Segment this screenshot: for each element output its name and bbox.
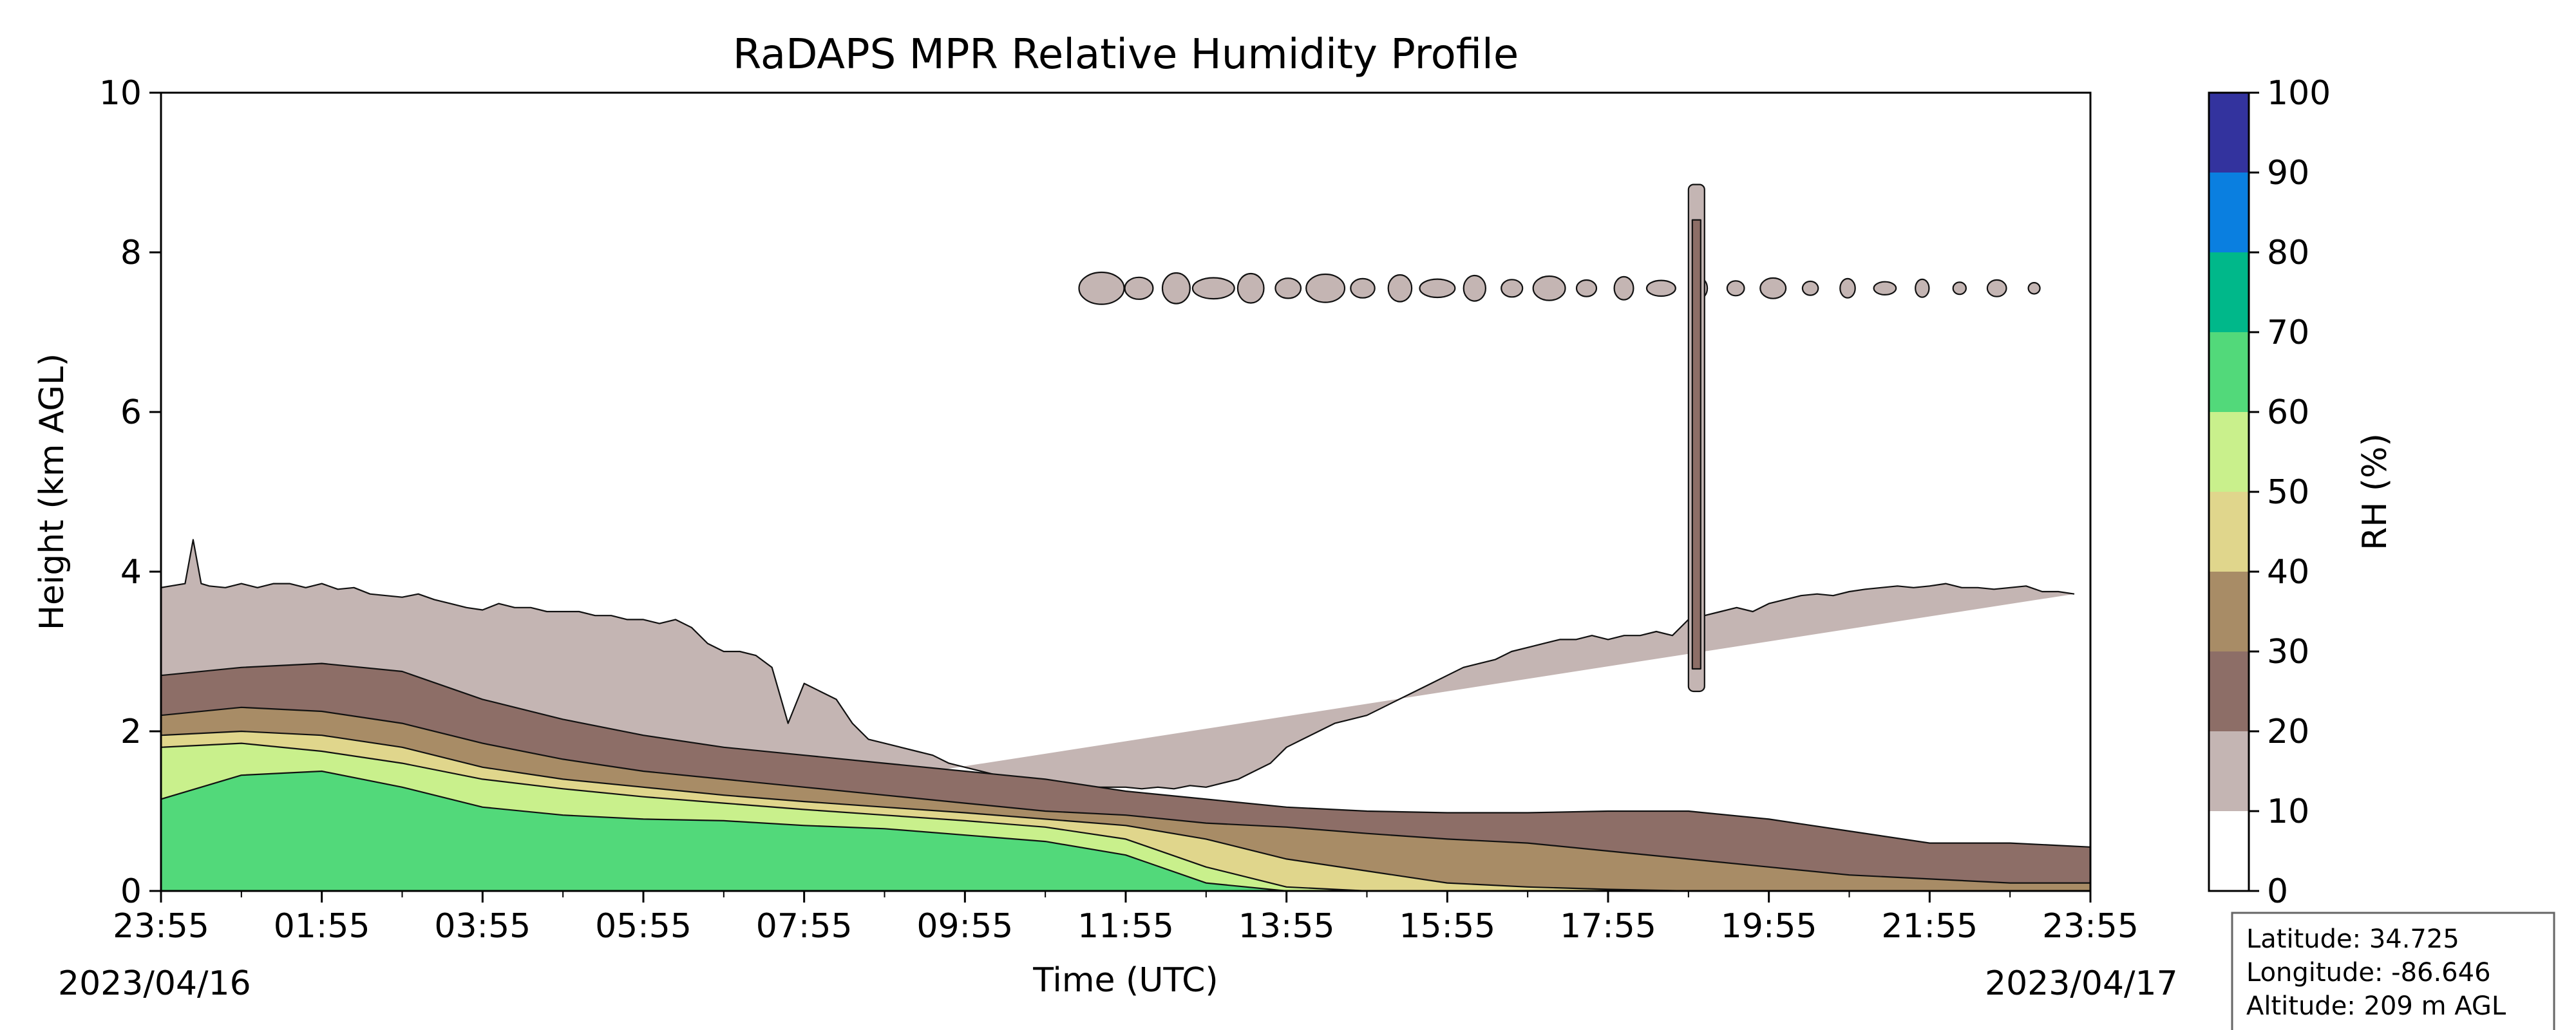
cloud-blob (1161, 272, 1191, 304)
cloud-blob (1191, 277, 1235, 300)
cloud-blob (1986, 279, 2007, 297)
x-tick-label: 19:55 (1721, 907, 1817, 946)
colorbar-tick-label: 50 (2267, 473, 2309, 512)
colorbar-segment (2209, 412, 2249, 492)
colorbar-tick-label: 100 (2267, 74, 2331, 113)
x-tick-label: 03:55 (434, 907, 531, 946)
y-tick-label: 4 (120, 553, 142, 592)
cloud-blob (2027, 281, 2041, 295)
cloud-blob (1726, 280, 1745, 297)
station-info-box: Latitude: 34.725 Longitude: -86.646 Alti… (2231, 912, 2555, 1030)
station-altitude: Altitude: 209 m AGL (2246, 991, 2506, 1021)
start-date-label: 2023/04/16 (58, 964, 251, 1003)
y-axis-title: Height (km AGL) (33, 353, 71, 630)
y-tick-label: 6 (120, 393, 142, 432)
y-tick-label: 2 (120, 713, 142, 751)
cloud-blob (1873, 281, 1897, 295)
colorbar-segment (2209, 173, 2249, 252)
cloud-blob (1915, 278, 1930, 298)
cloud-blob (1078, 271, 1125, 305)
station-longitude: Longitude: -86.646 (2246, 958, 2491, 988)
y-tick-label: 0 (120, 872, 142, 911)
cloud-blob (1463, 274, 1486, 302)
cloud-blob (1419, 278, 1456, 299)
cloud-blob (1952, 281, 1967, 295)
x-tick-label: 17:55 (1560, 907, 1656, 946)
rh-region-60 (161, 770, 2090, 891)
tall-column-inner (1691, 219, 1701, 670)
cloud-blob (1236, 272, 1265, 304)
colorbar-segment (2209, 252, 2249, 332)
station-latitude: Latitude: 34.725 (2246, 924, 2459, 954)
cloud-blob (1350, 277, 1376, 299)
x-axis-title: Time (UTC) (1032, 961, 1218, 1000)
x-tick-label: 13:55 (1238, 907, 1335, 946)
cloud-blob (1387, 274, 1413, 303)
colorbar-segment (2209, 811, 2249, 891)
colorbar-tick-label: 60 (2267, 393, 2309, 432)
x-tick-label: 11:55 (1077, 907, 1174, 946)
colorbar-tick-label: 10 (2267, 792, 2309, 831)
y-tick-label: 10 (99, 74, 142, 113)
cloud-blob (1305, 273, 1346, 303)
cloud-blob (1501, 279, 1524, 298)
x-tick-label: 21:55 (1881, 907, 1978, 946)
x-tick-label: 07:55 (756, 907, 853, 946)
x-tick-label: 09:55 (916, 907, 1013, 946)
colorbar-tick-label: 90 (2267, 154, 2309, 192)
y-axis: 0 2 4 6 8 10 (99, 74, 161, 911)
x-tick-label: 05:55 (595, 907, 692, 946)
colorbar-tick-label: 0 (2267, 872, 2288, 911)
colorbar-tick-label: 70 (2267, 314, 2309, 352)
cloud-blob (1274, 277, 1302, 299)
x-tick-label: 23:55 (2042, 907, 2139, 946)
cloud-blob (1575, 279, 1598, 297)
cloud-blob (1124, 276, 1154, 300)
x-tick-label: 01:55 (274, 907, 370, 946)
colorbar-tick-label: 20 (2267, 713, 2309, 751)
cloud-blob (1759, 277, 1787, 299)
colorbar: 0 10 20 30 40 50 60 70 80 90 100 (2208, 74, 2331, 911)
y-tick-label: 8 (120, 234, 142, 272)
chart-title: RaDAPS MPR Relative Humidity Profile (733, 31, 1519, 79)
cloud-blob (1801, 280, 1819, 296)
colorbar-tick-label: 30 (2267, 633, 2309, 671)
colorbar-segment (2209, 651, 2249, 731)
colorbar-segment (2209, 731, 2249, 811)
end-date-label: 2023/04/17 (1985, 964, 2178, 1003)
colorbar-tick-label: 40 (2267, 553, 2309, 592)
colorbar-segment (2209, 492, 2249, 572)
cloud-blob (1532, 275, 1566, 301)
cloud-blob (1645, 279, 1676, 297)
plot-area (161, 93, 2090, 891)
x-axis: 23:55 01:55 03:55 05:55 07:55 09:55 11:55 13:55… (113, 891, 2139, 946)
colorbar-segment (2209, 572, 2249, 651)
colorbar-label: RH (%) (2356, 433, 2394, 550)
colorbar-tick-label: 80 (2267, 234, 2309, 272)
cloud-blob (1613, 276, 1634, 301)
colorbar-segment (2209, 93, 2249, 173)
colorbar-segment (2209, 332, 2249, 412)
x-tick-label: 15:55 (1399, 907, 1495, 946)
x-tick-label: 23:55 (113, 907, 209, 946)
cloud-blob (1839, 277, 1856, 299)
